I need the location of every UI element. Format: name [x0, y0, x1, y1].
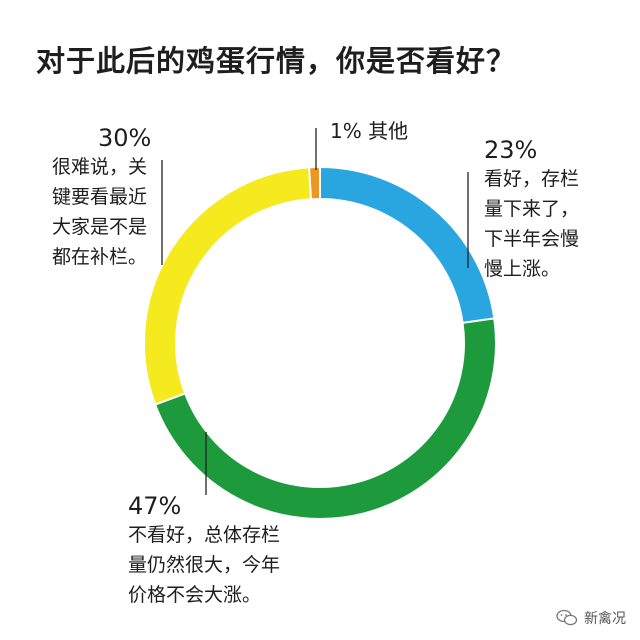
label-bullish: 23% 看好，存栏 量下来了， 下半年会慢 慢上涨。	[484, 136, 579, 284]
wechat-icon	[556, 609, 578, 626]
donut-slice-3	[143, 166, 313, 406]
label-other-text: 其他	[368, 119, 409, 143]
label-unsure-pct: 30%	[98, 124, 152, 152]
label-bearish: 47% 不看好，总体存栏 量仍然很大，今年 价格不会大涨。	[128, 492, 280, 610]
watermark: 新禽况	[556, 608, 626, 628]
label-bullish-pct: 23%	[484, 136, 538, 164]
chart-title: 对于此后的鸡蛋行情，你是否看好？	[36, 44, 517, 78]
donut-slices	[143, 165, 497, 520]
watermark-text: 新禽况	[584, 611, 626, 627]
label-bearish-pct: 47%	[128, 492, 182, 520]
label-unsure: 30% 很难说，关 键要看最近 大家是不是 都在补栏。	[52, 124, 151, 272]
label-bearish-text: 不看好，总体存栏 量仍然很大，今年 价格不会大涨。	[128, 524, 281, 606]
label-other-pct: 1%	[330, 119, 362, 143]
donut-slice-4	[307, 165, 321, 201]
label-bullish-text: 看好，存栏 量下来了， 下半年会慢 慢上涨。	[484, 168, 580, 280]
label-unsure-text: 很难说，关 键要看最近 大家是不是 都在补栏。	[52, 156, 148, 268]
label-other: 1% 其他	[330, 118, 408, 144]
